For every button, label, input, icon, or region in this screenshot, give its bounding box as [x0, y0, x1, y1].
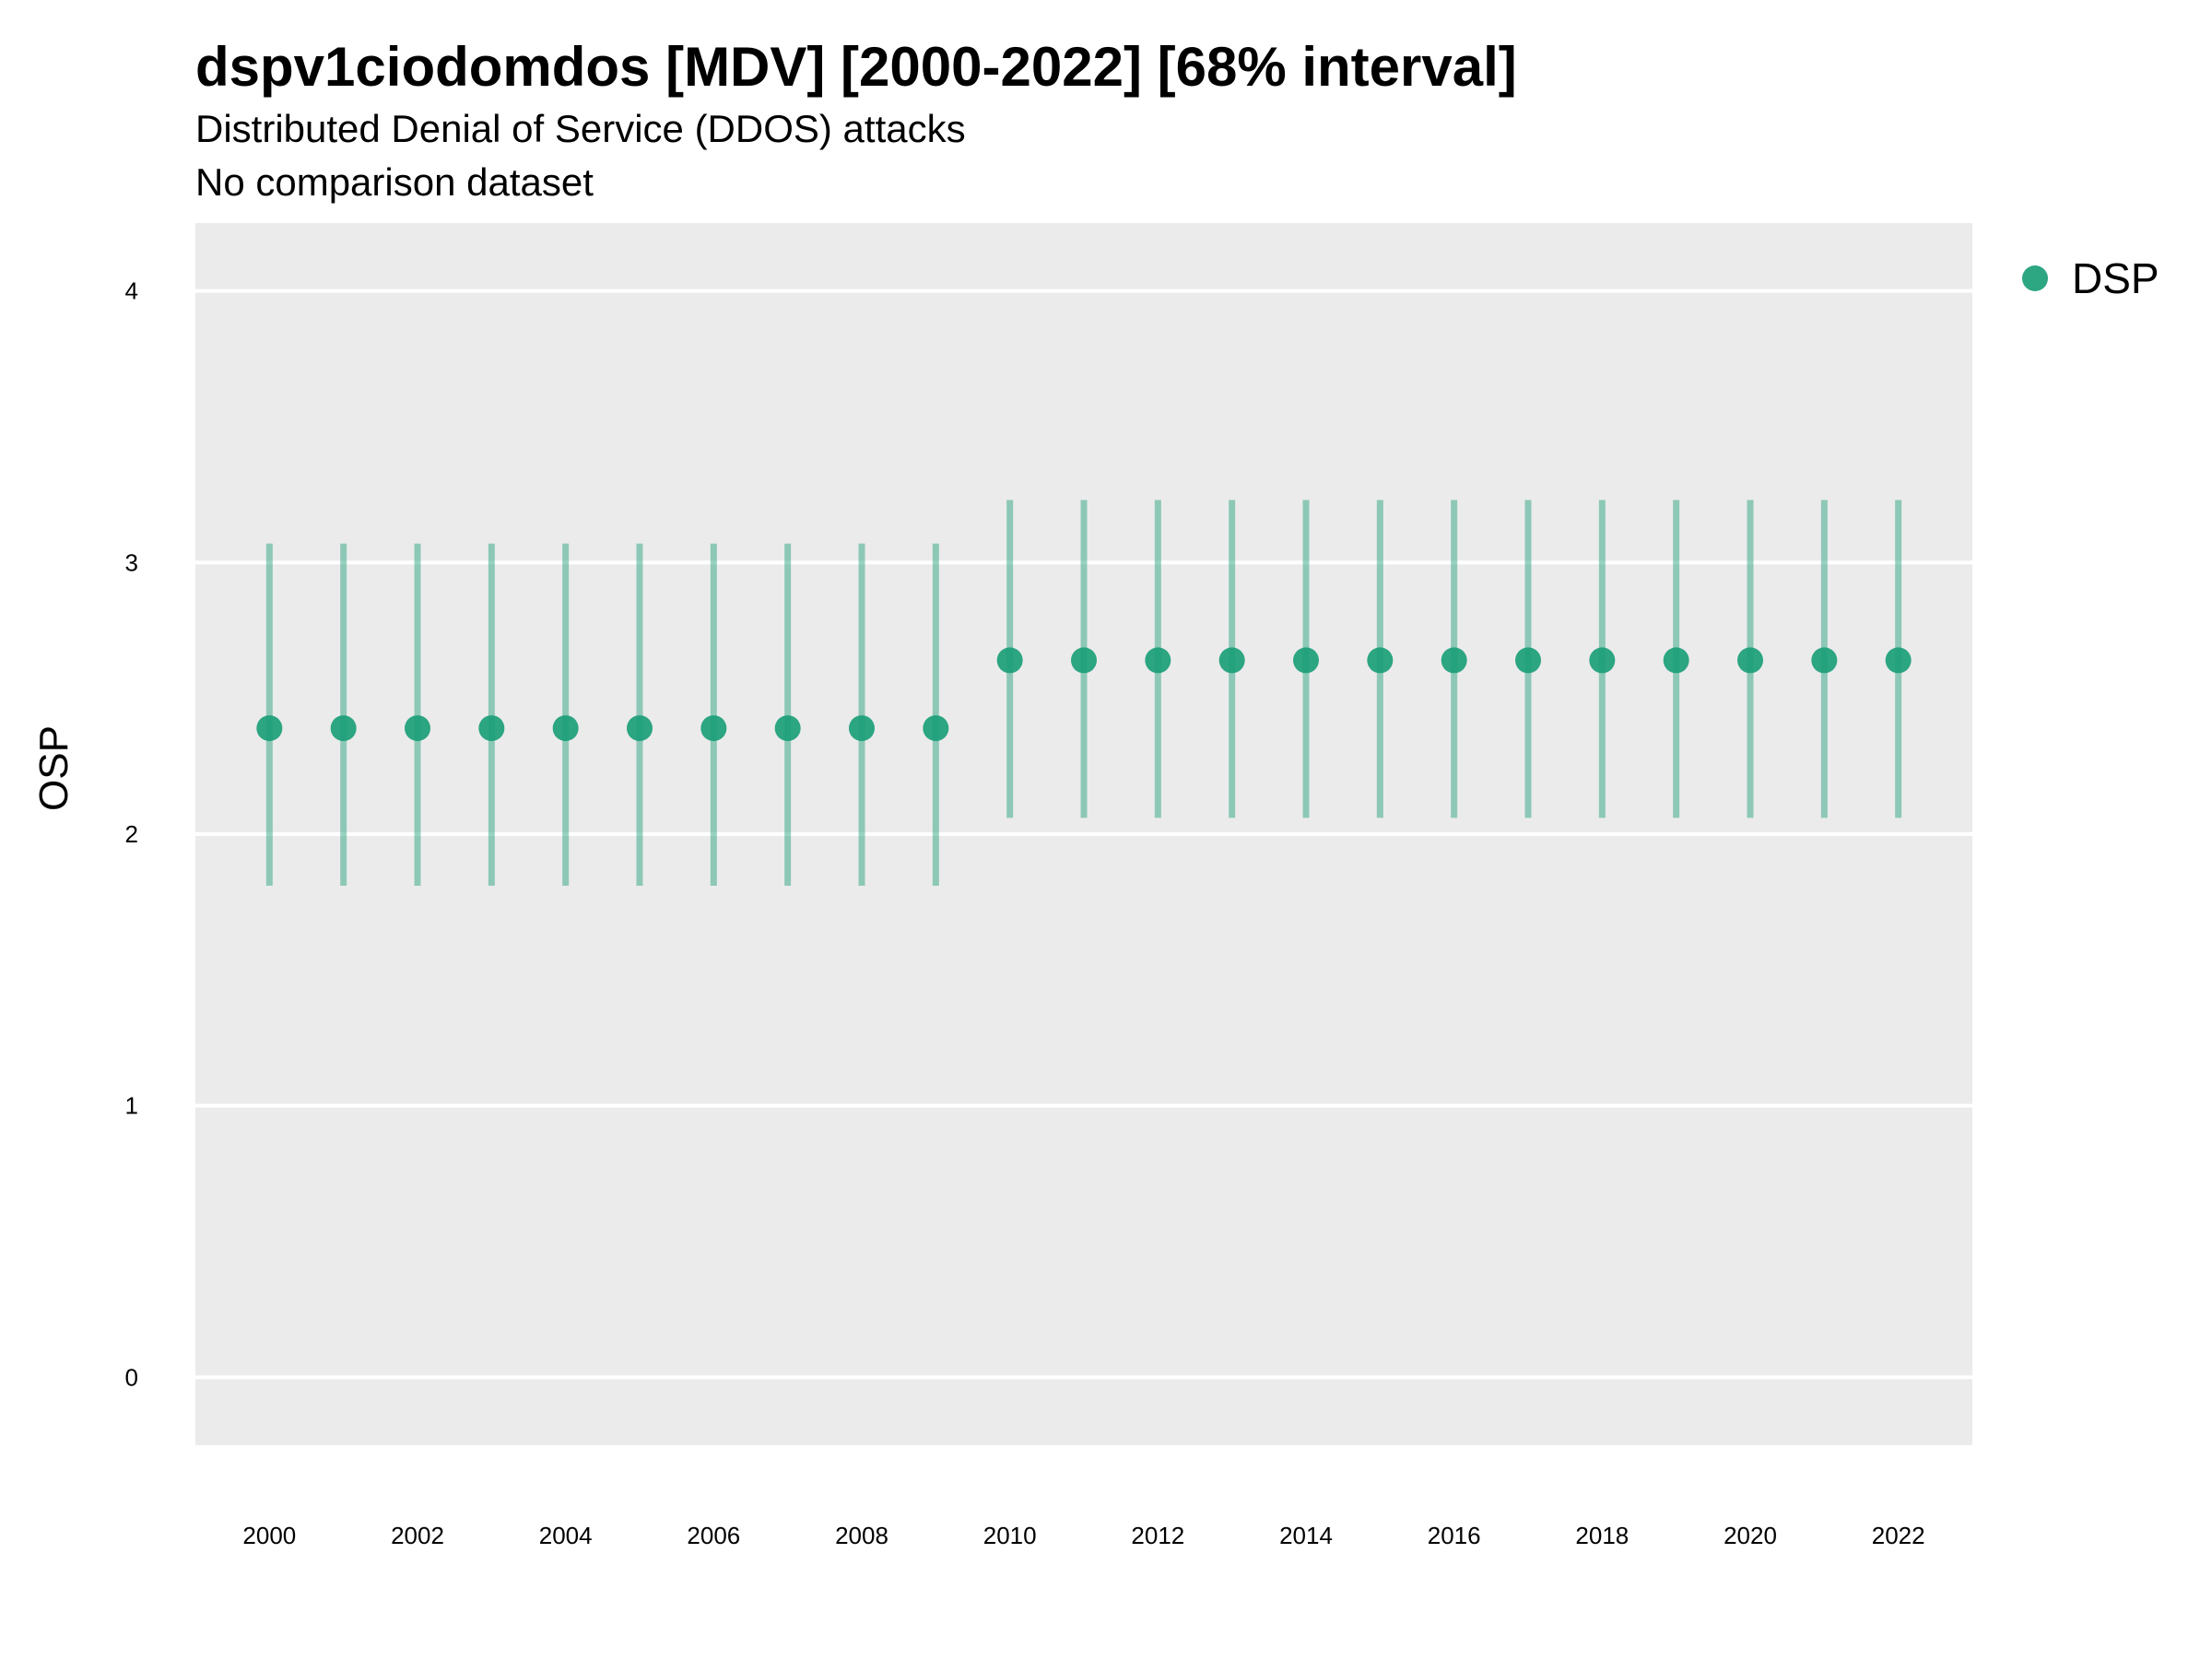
data-point — [1441, 647, 1467, 674]
x-tick-label: 2002 — [391, 1522, 444, 1549]
x-tick-label: 2022 — [1872, 1522, 1925, 1549]
y-tick-label: 0 — [125, 1363, 138, 1391]
y-tick-label: 1 — [125, 1092, 138, 1120]
x-tick-label: 2018 — [1575, 1522, 1629, 1549]
data-point — [996, 647, 1023, 674]
gridlines — [195, 288, 1972, 1380]
data-point — [700, 715, 727, 742]
x-tick-label: 2014 — [1279, 1522, 1333, 1549]
y-tick-label: 4 — [125, 277, 138, 305]
x-tick-label: 2004 — [539, 1522, 593, 1549]
legend: DSP — [2022, 254, 2159, 302]
data-point — [1145, 647, 1171, 674]
data-point — [552, 715, 579, 742]
y-axis-ticks: 0 1 2 3 4 — [125, 277, 138, 1392]
x-tick-label: 2016 — [1428, 1522, 1481, 1549]
data-point — [1515, 647, 1541, 674]
data-point — [1218, 647, 1245, 674]
data-point — [478, 715, 505, 742]
data-point — [1811, 647, 1838, 674]
data-point — [330, 715, 357, 742]
y-tick-label: 3 — [125, 548, 138, 576]
x-tick-label: 2010 — [983, 1522, 1037, 1549]
y-tick-label: 2 — [125, 820, 138, 848]
legend-label: DSP — [2072, 254, 2159, 302]
x-tick-label: 2000 — [242, 1522, 296, 1549]
data-point — [1367, 647, 1394, 674]
data-point — [923, 715, 949, 742]
data-points — [256, 647, 1912, 742]
data-point — [1885, 647, 1912, 674]
data-point — [1293, 647, 1319, 674]
data-point — [1589, 647, 1616, 674]
x-tick-label: 2006 — [687, 1522, 740, 1549]
data-point — [405, 715, 430, 742]
x-axis-ticks: 2000 2002 2004 2006 2008 2010 2012 2014 2016 2018… — [242, 1522, 1924, 1549]
data-point — [1071, 647, 1097, 674]
data-point — [256, 715, 283, 742]
data-point — [774, 715, 801, 742]
legend-key — [2022, 265, 2048, 291]
chart-title: dspv1ciodomdos [MDV] [2000-2022] [68% in… — [195, 36, 1517, 98]
x-tick-label: 2008 — [835, 1522, 888, 1549]
data-point — [1737, 647, 1763, 674]
x-tick-label: 2020 — [1724, 1522, 1777, 1549]
chart-subtitle-2: No comparison dataset — [195, 160, 594, 204]
data-point — [849, 715, 875, 742]
data-point — [627, 715, 653, 742]
x-tick-label: 2012 — [1131, 1522, 1184, 1549]
chart-subtitle: Distributed Denial of Service (DDOS) att… — [195, 107, 966, 150]
data-point — [1663, 647, 1689, 674]
